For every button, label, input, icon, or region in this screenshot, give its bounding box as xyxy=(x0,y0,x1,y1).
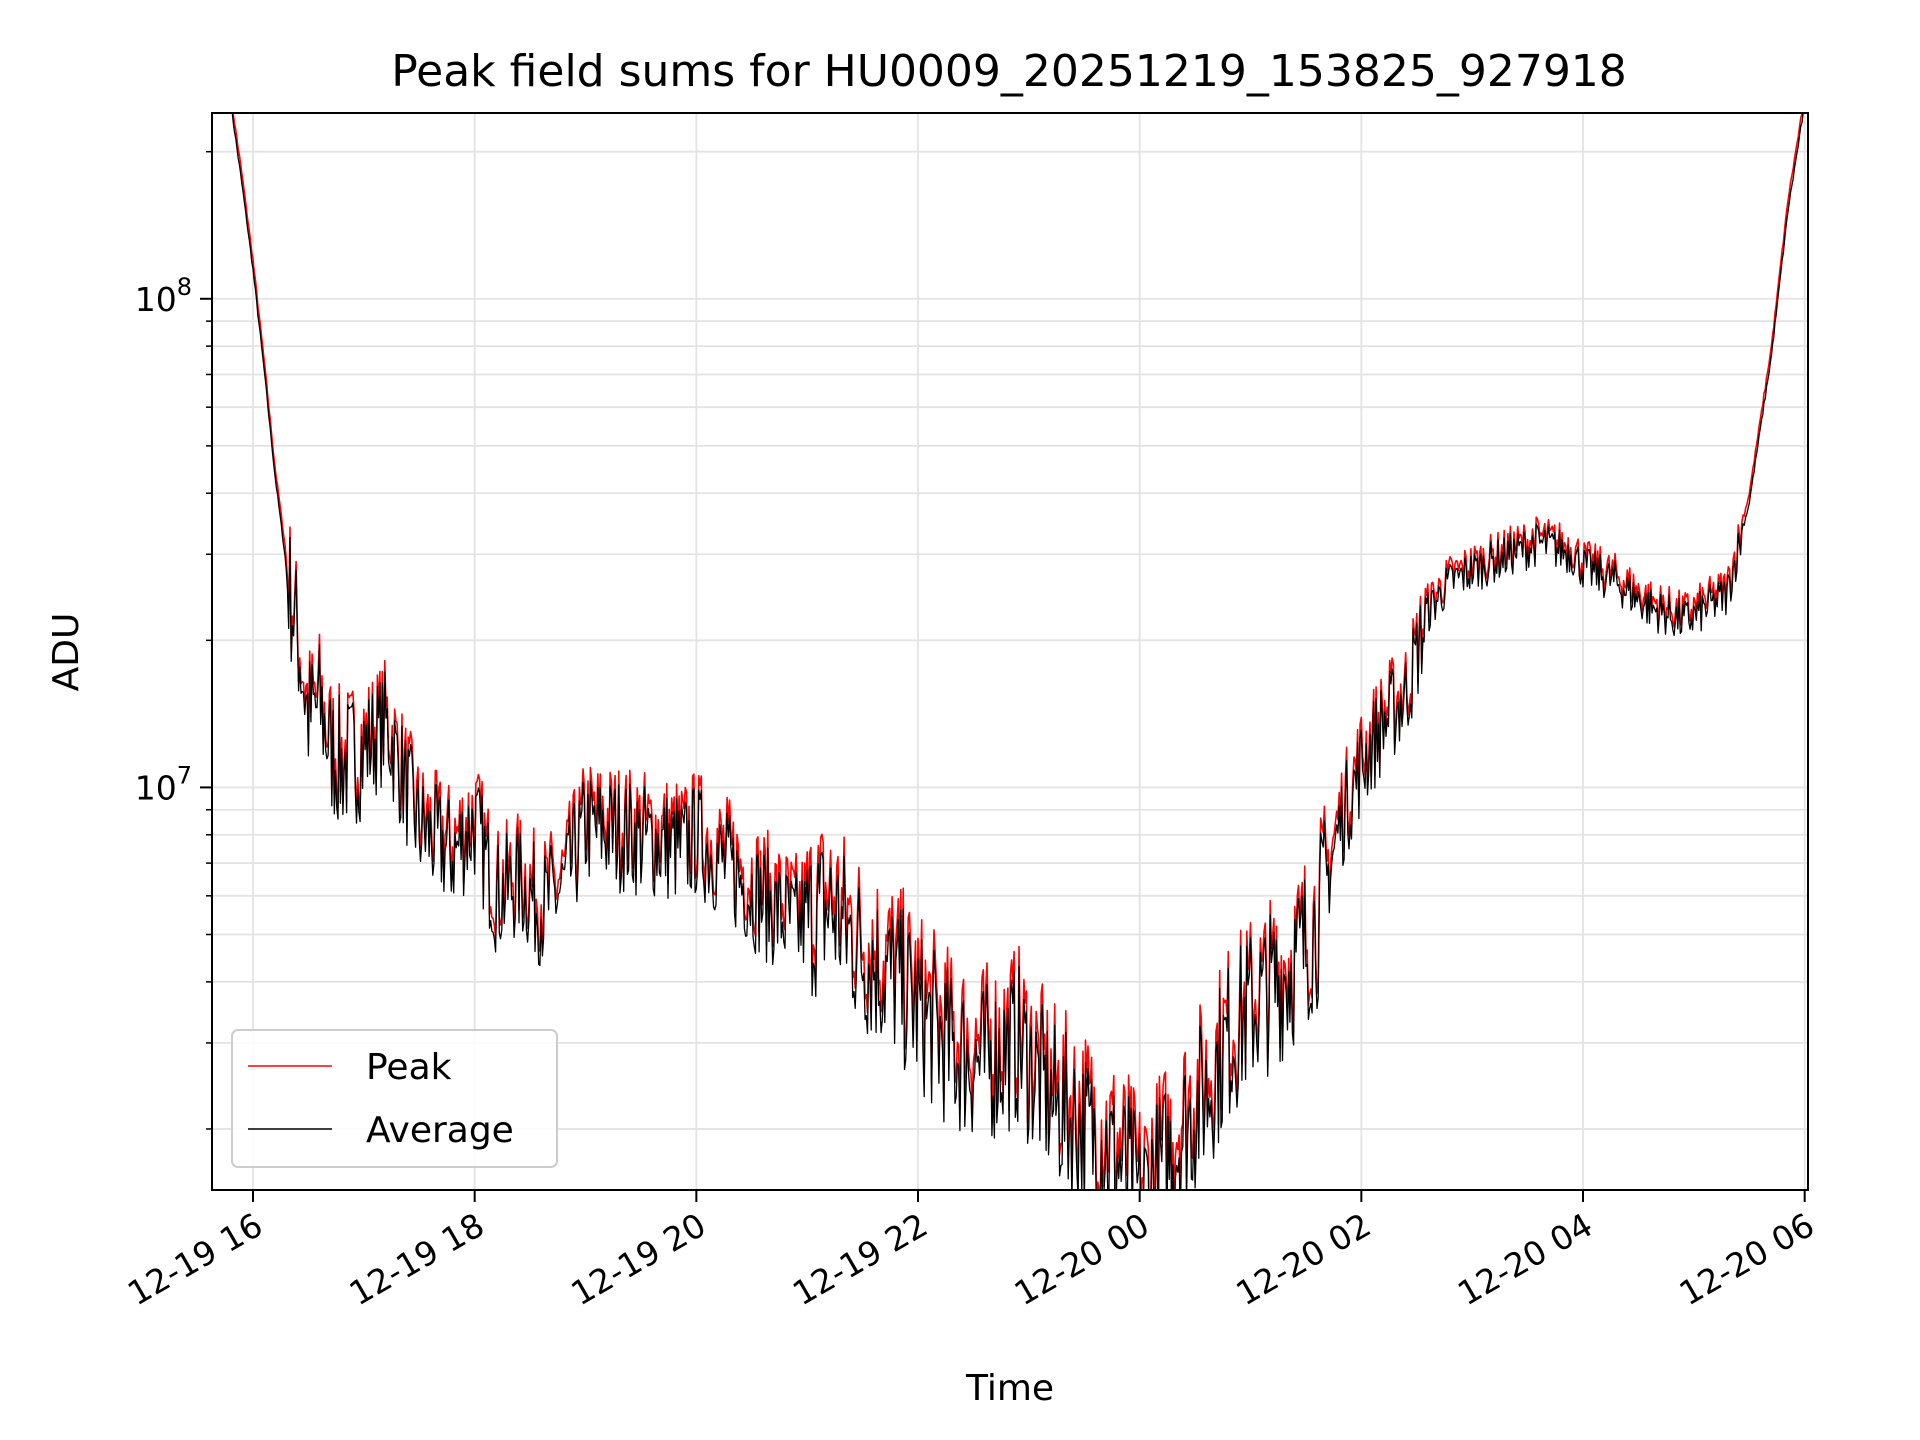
y-axis-ticks: 107 108 xyxy=(135,150,212,1130)
legend-box xyxy=(231,1029,558,1168)
y-tick-label: 108 xyxy=(135,273,192,319)
chart-title: Peak field sums for HU0009_20251219_1538… xyxy=(391,46,1627,97)
legend-label-average: Average xyxy=(366,1110,514,1151)
y-axis-label: ADU xyxy=(46,613,87,692)
series-layer xyxy=(231,113,1804,1190)
legend-label-peak: Peak xyxy=(366,1047,452,1088)
legend: Peak Average xyxy=(231,1029,558,1168)
y-tick-label: 107 xyxy=(135,761,192,807)
x-axis-label: Time xyxy=(965,1368,1054,1409)
plot-frame xyxy=(211,112,1809,1191)
y-gridlines xyxy=(212,150,1808,1130)
series-line-average xyxy=(231,113,1804,1190)
